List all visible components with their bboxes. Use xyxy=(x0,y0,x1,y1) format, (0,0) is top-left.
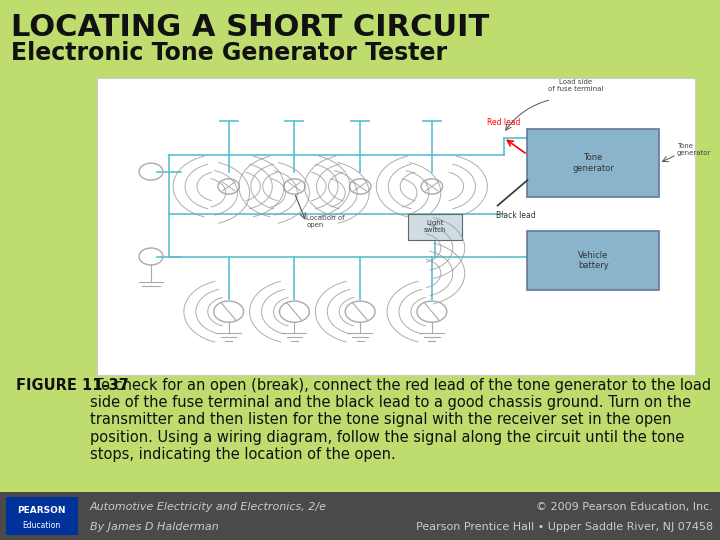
Text: Tone
generator: Tone generator xyxy=(677,143,711,156)
Text: PEARSON: PEARSON xyxy=(17,506,66,515)
Bar xyxy=(528,129,659,197)
Bar xyxy=(528,231,659,291)
Text: Tone
generator: Tone generator xyxy=(572,153,614,173)
Text: Vehicle
battery: Vehicle battery xyxy=(578,251,608,271)
Bar xyxy=(97,78,695,375)
Text: By James D Halderman: By James D Halderman xyxy=(90,522,219,532)
Bar xyxy=(0,492,720,540)
Text: Electronic Tone Generator Tester: Electronic Tone Generator Tester xyxy=(11,40,447,64)
Text: Black lead: Black lead xyxy=(495,211,536,220)
Text: © 2009 Pearson Education, Inc.: © 2009 Pearson Education, Inc. xyxy=(536,502,713,512)
Text: To check for an open (break), connect the red lead of the tone generator to the : To check for an open (break), connect th… xyxy=(90,377,711,462)
Text: Location of
open: Location of open xyxy=(306,215,345,228)
Text: Automotive Electricity and Electronics, 2/e: Automotive Electricity and Electronics, … xyxy=(90,502,327,512)
Text: FIGURE 11-37: FIGURE 11-37 xyxy=(16,377,128,393)
Text: Education: Education xyxy=(22,521,61,530)
Text: Load side
of fuse terminal: Load side of fuse terminal xyxy=(548,79,603,92)
Text: Pearson Prentice Hall • Upper Saddle River, NJ 07458: Pearson Prentice Hall • Upper Saddle Riv… xyxy=(415,522,713,532)
Text: Light
switch: Light switch xyxy=(423,220,446,233)
Text: Red lead: Red lead xyxy=(487,118,521,127)
Text: LOCATING A SHORT CIRCUIT: LOCATING A SHORT CIRCUIT xyxy=(11,14,489,43)
Bar xyxy=(6,497,78,535)
Bar xyxy=(408,214,462,240)
